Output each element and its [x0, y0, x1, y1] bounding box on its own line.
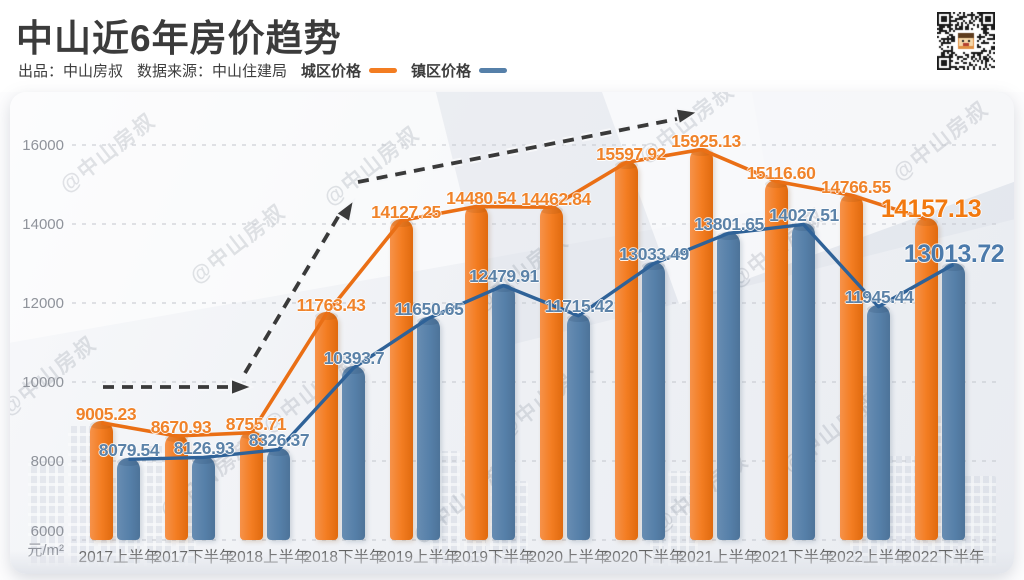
page-title: 中山近6年房价趋势	[16, 18, 342, 59]
town-price-bar	[192, 455, 215, 540]
town-price-bar	[642, 262, 665, 540]
city-price-bar	[465, 205, 488, 540]
town-price-value: 13013.72	[903, 239, 1005, 268]
city-price-value: 14766.55	[821, 176, 891, 197]
town-price-bar	[567, 314, 590, 540]
city-price-value: 14127.25	[371, 201, 441, 222]
town-price-bar	[492, 284, 515, 540]
city-price-value: 15925.13	[671, 130, 741, 151]
city-price-value: 14480.54	[446, 188, 516, 209]
qr-code-canvas	[937, 12, 995, 70]
city-price-value: 14462.84	[521, 188, 591, 209]
trend-lines-and-arrows-layer	[101, 107, 955, 462]
chart-panel: @中山房叔 @中山房叔 @中山房叔 @中山房叔 @中山房叔 @中山房叔 @中山房叔 @中山房叔…	[10, 92, 1014, 574]
town-price-value: 8079.54	[98, 439, 160, 460]
city-price-value: 15116.60	[746, 162, 816, 183]
legend-town-label: 镇区价格	[411, 63, 472, 80]
town-price-value: 13801.65	[694, 213, 764, 234]
town-price-value: 11945.44	[844, 287, 914, 308]
legend-city-price: 城区价格	[301, 60, 398, 81]
data-source-label: 数据来源：中山住建局	[137, 63, 288, 80]
city-price-bar	[615, 160, 638, 540]
legend-town-swatch	[479, 68, 508, 73]
city-price-value: 11763.43	[296, 295, 366, 316]
city-price-bar	[240, 431, 263, 540]
town-price-value: 11650.65	[394, 298, 464, 319]
town-price-value: 12479.91	[469, 266, 539, 287]
town-price-bar	[942, 262, 965, 540]
producer-label: 出品：中山房叔	[18, 63, 124, 80]
y-tick-label: 14000	[22, 216, 64, 233]
panel-bottom-fade	[10, 550, 1014, 574]
town-price-value: 8326.37	[248, 430, 310, 451]
legend-city-label: 城区价格	[301, 63, 362, 80]
city-price-bar	[165, 434, 188, 540]
subtitle-row: 出品：中山房叔 数据来源：中山住建局 城区价格 镇区价格	[18, 60, 508, 81]
town-price-value: 13033.49	[619, 244, 689, 265]
y-tick-label: 8000	[30, 453, 64, 470]
city-price-value: 8755.71	[225, 414, 287, 435]
city-price-value: 14157.13	[880, 194, 982, 223]
building-silhouette	[28, 461, 64, 566]
y-tick-label: 12000	[22, 295, 64, 312]
city-price-value: 15597.92	[596, 143, 666, 164]
town-price-bar	[717, 231, 740, 540]
city-price-value: 8670.93	[150, 417, 212, 438]
y-tick-label: 10000	[22, 374, 64, 391]
town-price-bar	[867, 305, 890, 540]
building-silhouette	[68, 426, 94, 566]
town-price-bar	[417, 316, 440, 540]
legend-city-swatch	[369, 68, 398, 73]
qr-code	[933, 8, 999, 74]
y-tick-label: 16000	[22, 137, 64, 154]
city-price-bar	[765, 179, 788, 540]
town-price-value: 14027.51	[769, 204, 839, 225]
town-price-bar	[267, 448, 290, 540]
city-price-bar	[90, 421, 113, 540]
town-price-value: 11715.42	[544, 296, 614, 317]
city-price-value: 9005.23	[75, 404, 137, 425]
y-tick-label: 6000	[30, 523, 64, 540]
town-price-value: 8126.93	[173, 437, 235, 458]
city-price-bar	[915, 217, 938, 540]
city-price-bar	[540, 205, 563, 540]
town-price-bar	[117, 457, 140, 540]
legend-town-price: 镇区价格	[411, 60, 508, 81]
city-price-bar	[840, 193, 863, 540]
header: 中山近6年房价趋势 出品：中山房叔 数据来源：中山住建局 城区价格 镇区价格	[0, 0, 1024, 92]
town-price-value: 10393.7	[323, 348, 385, 369]
